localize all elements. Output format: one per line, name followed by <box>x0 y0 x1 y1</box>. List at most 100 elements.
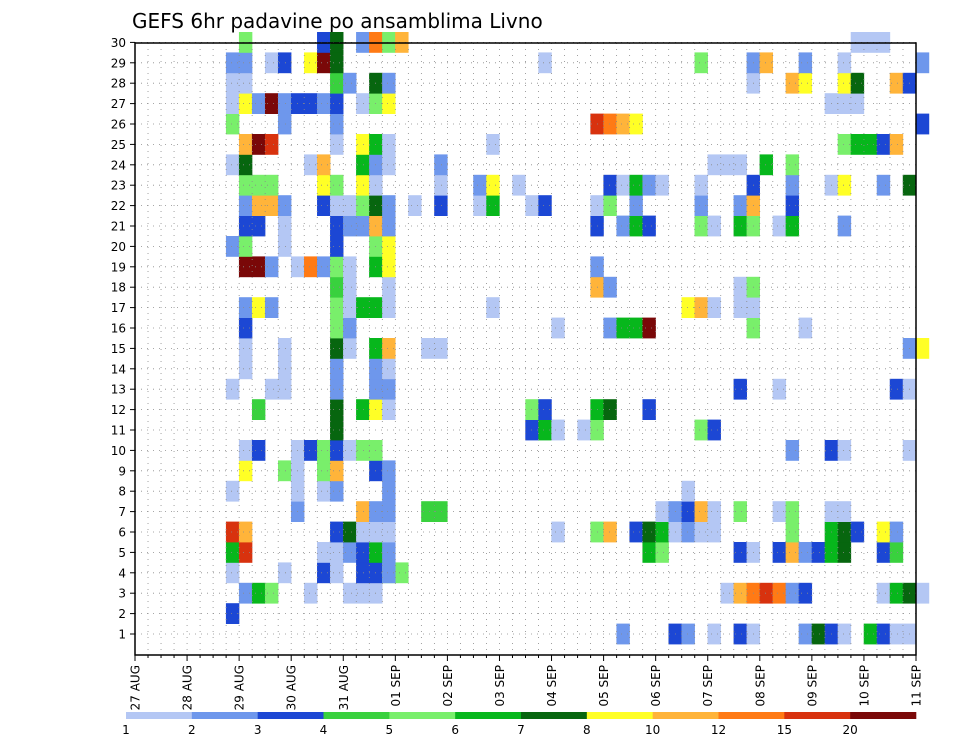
x-tick-label: 02 SEP <box>441 665 455 707</box>
colorbar-swatch <box>455 712 522 719</box>
heatmap-cell <box>264 195 279 216</box>
heatmap-cell <box>915 52 930 74</box>
heatmap-cell <box>694 195 708 216</box>
x-tick-label: 09 SEP <box>805 665 819 707</box>
heatmap-cell <box>225 542 240 563</box>
colorbar-label: 5 <box>386 723 394 737</box>
heatmap-cell <box>707 501 721 522</box>
y-tick-label: 13 <box>111 383 126 397</box>
heatmap-cell <box>317 460 331 482</box>
heatmap-cell <box>421 338 435 359</box>
heatmap-cell <box>343 521 357 543</box>
y-tick-label: 12 <box>111 403 126 417</box>
heatmap-cell <box>785 582 800 604</box>
heatmap-cell <box>538 419 552 441</box>
heatmap-cell <box>277 215 292 237</box>
heatmap-cell <box>616 317 630 339</box>
heatmap-cell <box>421 501 435 522</box>
heatmap-cell <box>356 501 370 522</box>
y-tick-label: 27 <box>111 97 126 111</box>
x-tick-label: 05 SEP <box>597 665 611 707</box>
heatmap-cell <box>277 378 292 400</box>
heatmap-cell <box>225 52 240 74</box>
heatmap-cell <box>811 623 826 645</box>
heatmap-cell <box>264 174 279 196</box>
y-tick-label: 24 <box>111 158 126 172</box>
heatmap-cell <box>681 501 695 522</box>
heatmap-cell <box>798 542 813 563</box>
heatmap-cell <box>251 399 266 420</box>
heatmap-cell <box>616 113 630 135</box>
heatmap-cell <box>238 582 253 604</box>
heatmap-cell <box>577 419 591 441</box>
heatmap-cell <box>225 72 240 94</box>
heatmap-cell <box>382 521 396 543</box>
heatmap-cell <box>837 623 852 645</box>
heatmap-cell <box>238 134 253 155</box>
heatmap-cell <box>434 338 448 359</box>
heatmap-cell <box>551 419 565 441</box>
heatmap-cell <box>382 338 396 359</box>
heatmap-cell <box>603 195 617 216</box>
heatmap-cell <box>642 521 656 543</box>
colorbar-label: 4 <box>320 723 328 737</box>
heatmap-cell <box>330 480 344 502</box>
heatmap-cell <box>629 195 643 216</box>
heatmap-cell <box>382 236 396 257</box>
heatmap-cell <box>251 215 266 237</box>
heatmap-cell <box>707 419 721 441</box>
heatmap-cell <box>238 154 253 176</box>
heatmap-cell <box>343 297 357 318</box>
colorbar-swatch <box>257 712 324 719</box>
heatmap-cell <box>837 521 852 543</box>
heatmap-cell <box>277 236 292 257</box>
colorbar-swatch <box>586 712 653 719</box>
heatmap-cell <box>238 297 253 318</box>
heatmap-cell <box>330 358 344 380</box>
heatmap-cell <box>733 623 747 645</box>
heatmap-cell <box>486 134 500 155</box>
heatmap-cell <box>915 582 930 604</box>
colorbar-label: 10 <box>645 723 660 737</box>
heatmap-cell <box>343 256 357 278</box>
heatmap-cell <box>264 256 279 278</box>
heatmap-cell <box>317 93 331 114</box>
colorbar-label: 7 <box>517 723 525 737</box>
heatmap-cell <box>382 195 396 216</box>
heatmap-cell <box>238 460 253 482</box>
y-tick-label: 6 <box>118 526 126 540</box>
heatmap-cell <box>733 542 747 563</box>
heatmap-cell <box>277 113 292 135</box>
heatmap-cell <box>772 582 787 604</box>
x-tick-label: 31 AUG <box>337 665 351 710</box>
heatmap-cell <box>850 521 865 543</box>
heatmap-cell <box>382 460 396 482</box>
heatmap-cell <box>486 195 500 216</box>
heatmap-cell <box>395 562 409 584</box>
heatmap-cell <box>811 542 826 563</box>
heatmap-cell <box>317 195 331 216</box>
heatmap-cell <box>837 542 852 563</box>
heatmap-cell <box>277 338 292 359</box>
heatmap-cell <box>876 521 891 543</box>
chart-title: GEFS 6hr padavine po ansamblima Livno <box>132 9 543 33</box>
heatmap-cell <box>837 93 852 114</box>
y-tick-label: 1 <box>118 628 126 642</box>
heatmap-cell <box>629 521 643 543</box>
y-tick-label: 10 <box>111 444 126 458</box>
heatmap-cell <box>238 521 253 543</box>
heatmap-cell <box>772 378 787 400</box>
heatmap-cell <box>798 317 813 339</box>
heatmap-cell <box>486 297 500 318</box>
y-tick-label: 21 <box>111 220 126 234</box>
heatmap-cell <box>356 93 370 114</box>
colorbar-swatch <box>718 712 785 719</box>
heatmap-cell <box>382 215 396 237</box>
heatmap-cell <box>642 174 656 196</box>
heatmap-cell <box>603 113 617 135</box>
heatmap-cell <box>772 215 787 237</box>
heatmap-cell <box>681 480 695 502</box>
heatmap-cell <box>707 215 721 237</box>
heatmap-cell <box>356 542 370 563</box>
heatmap-cell <box>343 582 357 604</box>
